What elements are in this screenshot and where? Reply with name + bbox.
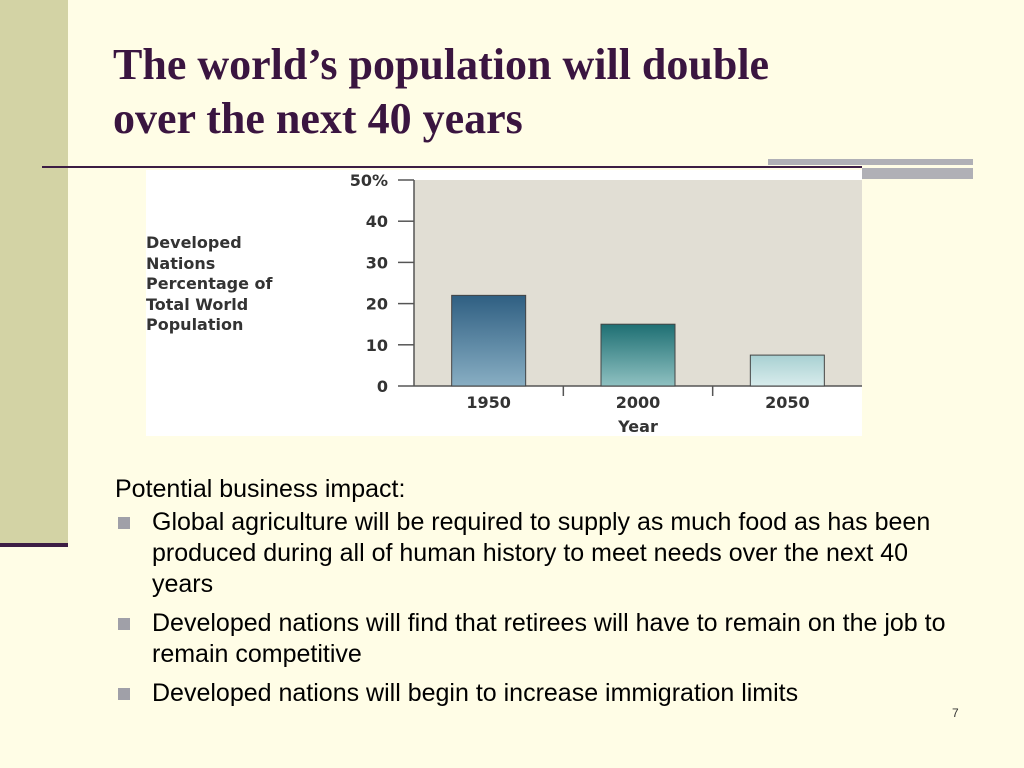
bullet-text: Developed nations will begin to increase… — [152, 679, 799, 707]
bar-1950 — [451, 294, 527, 387]
title-line-2: over the next 40 years — [113, 94, 523, 143]
y-tick-label: 40 — [366, 212, 388, 231]
square-bullet-icon — [118, 618, 130, 630]
slide-title: The world’s population will double over … — [113, 38, 973, 146]
side-band-accent — [0, 543, 68, 547]
bar-2000 — [600, 323, 676, 387]
y-tick-label: 30 — [366, 253, 388, 272]
x-axis-label: Year — [617, 417, 658, 436]
square-bullet-icon — [118, 688, 130, 700]
divider-accent-bottom — [862, 168, 973, 179]
chart-svg: 0 10 20 30 40 50% 1950 2000 2050 Year — [146, 170, 862, 436]
y-tick-label: 0 — [377, 377, 388, 396]
divider-accent-top — [768, 159, 973, 165]
bullet-list: Global agriculture will be required to s… — [115, 507, 975, 709]
y-tick-label: 50% — [350, 171, 388, 190]
bullet-item: Developed nations will begin to increase… — [115, 678, 975, 709]
x-tick-label: 1950 — [466, 393, 511, 412]
x-tick-label: 2000 — [616, 393, 661, 412]
page-number: 7 — [952, 706, 959, 720]
title-line-1: The world’s population will double — [113, 40, 770, 89]
side-band — [0, 0, 68, 545]
population-chart: 0 10 20 30 40 50% 1950 2000 2050 Year — [146, 170, 862, 436]
y-ticks: 0 10 20 30 40 50% — [350, 171, 414, 396]
bullet-text: Global agriculture will be required to s… — [152, 508, 931, 598]
intro-text: Potential business impact: — [115, 475, 406, 503]
slide-body: Potential business impact: Global agricu… — [115, 474, 975, 717]
y-axis-label-line: Nations — [146, 253, 216, 273]
x-ticks: 1950 2000 2050 — [466, 386, 810, 412]
y-tick-label: 10 — [366, 336, 388, 355]
y-axis-label-line: Percentage of — [146, 274, 273, 293]
square-bullet-icon — [118, 517, 130, 529]
bullet-text: Developed nations will find that retiree… — [152, 609, 946, 668]
bars — [451, 294, 825, 387]
y-axis-label: Developed Nations Percentage of Total Wo… — [146, 233, 336, 336]
bar-2050 — [749, 354, 825, 387]
y-axis-label-line: Population — [146, 315, 244, 334]
y-tick-label: 20 — [366, 295, 388, 314]
title-divider — [42, 166, 862, 168]
bullet-item: Global agriculture will be required to s… — [115, 507, 975, 600]
x-tick-label: 2050 — [765, 393, 810, 412]
y-axis-label-line: Developed — [146, 233, 242, 252]
bullet-item: Developed nations will find that retiree… — [115, 608, 975, 670]
y-axis-label-line: Total World — [146, 294, 249, 314]
